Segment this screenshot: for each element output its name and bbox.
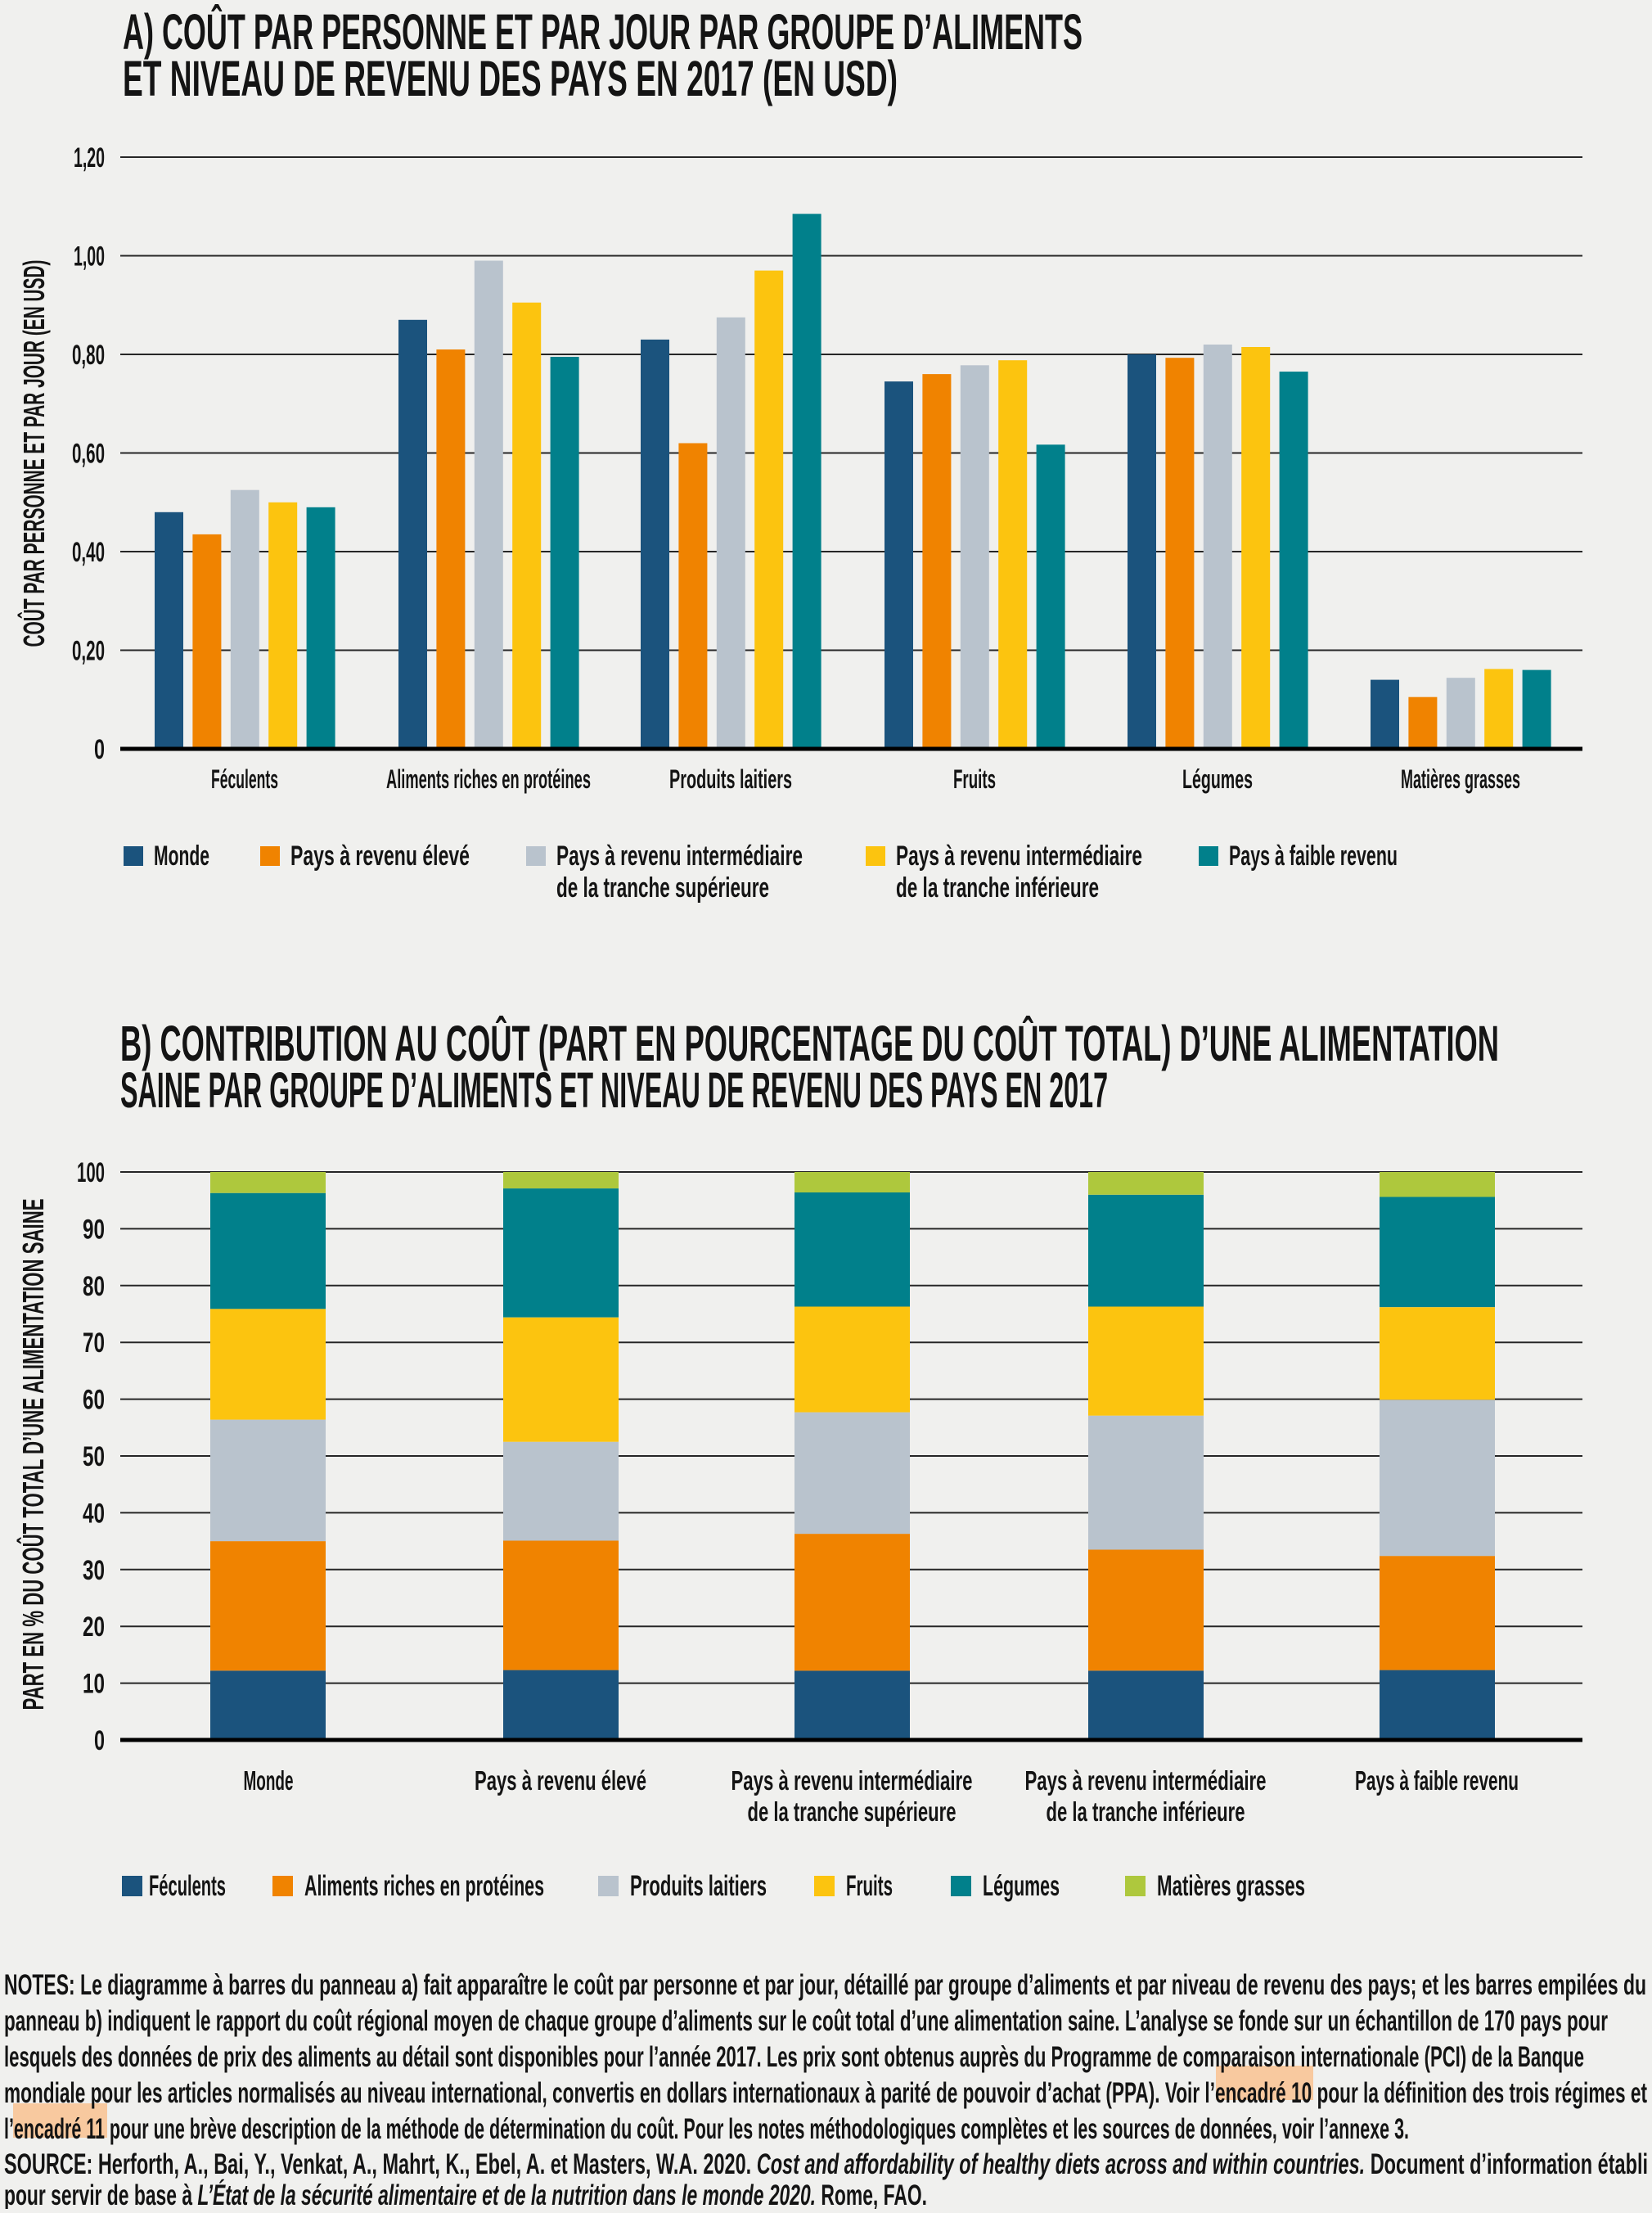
svg-text:de la tranche supérieure: de la tranche supérieure — [556, 872, 769, 904]
svg-text:de la tranche inférieure: de la tranche inférieure — [896, 872, 1099, 904]
svg-text:10: 10 — [83, 1669, 105, 1700]
svg-text:90: 90 — [83, 1214, 105, 1245]
svg-text:0: 0 — [94, 1725, 105, 1756]
svg-text:Pays à revenu intermédiaire: Pays à revenu intermédiaire — [1025, 1765, 1267, 1796]
svg-text:1,20: 1,20 — [74, 142, 105, 174]
svg-text:Fruits: Fruits — [846, 1870, 893, 1902]
svg-text:0,20: 0,20 — [72, 636, 105, 667]
svg-text:SAINE PAR GROUPE D’ALIMENTS ET: SAINE PAR GROUPE D’ALIMENTS ET NIVEAU DE… — [120, 1062, 1108, 1118]
svg-text:Matières grasses: Matières grasses — [1157, 1870, 1305, 1902]
svg-text:Pays à revenu élevé: Pays à revenu élevé — [290, 841, 470, 872]
svg-text:20: 20 — [83, 1611, 105, 1643]
svg-text:Pays à revenu intermédiaire: Pays à revenu intermédiaire — [896, 841, 1142, 872]
svg-text:B) CONTRIBUTION AU COÛT (PART: B) CONTRIBUTION AU COÛT (PART EN POURCEN… — [120, 1016, 1499, 1071]
svg-text:Pays à faible revenu: Pays à faible revenu — [1355, 1765, 1519, 1796]
svg-text:A) COÛT PAR PERSONNE ET PAR JO: A) COÛT PAR PERSONNE ET PAR JOUR PAR GRO… — [123, 4, 1083, 60]
svg-text:50: 50 — [83, 1441, 105, 1472]
svg-text:mondiale pour les articles nor: mondiale pour les articles normalisés au… — [4, 2077, 1647, 2109]
svg-text:COÛT PAR PERSONNE ET PAR JOUR: COÛT PAR PERSONNE ET PAR JOUR (EN USD) — [16, 260, 51, 647]
svg-text:40: 40 — [83, 1498, 105, 1529]
svg-text:Monde: Monde — [154, 841, 209, 872]
svg-text:de la tranche inférieure: de la tranche inférieure — [1047, 1796, 1245, 1827]
svg-text:Pays à revenu élevé: Pays à revenu élevé — [475, 1765, 646, 1796]
svg-text:70: 70 — [83, 1327, 105, 1359]
svg-text:SOURCE: Herforth, A., Bai, Y.,: SOURCE: Herforth, A., Bai, Y., Venkat, A… — [4, 2148, 1648, 2180]
svg-text:Féculents: Féculents — [211, 764, 278, 794]
svg-text:NOTES: Le diagramme à barres d: NOTES: Le diagramme à barres du panneau … — [4, 1969, 1646, 2001]
svg-text:Pays à revenu intermédiaire: Pays à revenu intermédiaire — [731, 1765, 973, 1796]
svg-text:panneau b) indiquent le rappor: panneau b) indiquent le rapport du coût … — [4, 2005, 1608, 2037]
svg-text:PART EN % DU COÛT TOTAL D’UNE: PART EN % DU COÛT TOTAL D’UNE ALIMENTATI… — [16, 1199, 50, 1710]
svg-text:de la tranche supérieure: de la tranche supérieure — [748, 1796, 957, 1827]
svg-text:30: 30 — [83, 1555, 105, 1586]
svg-text:0,40: 0,40 — [72, 537, 105, 568]
svg-text:Pays à faible revenu: Pays à faible revenu — [1229, 841, 1398, 872]
svg-text:80: 80 — [83, 1271, 105, 1302]
svg-text:Matières grasses: Matières grasses — [1401, 764, 1520, 794]
svg-text:Produits laitiers: Produits laitiers — [630, 1870, 767, 1902]
svg-text:Légumes: Légumes — [983, 1870, 1060, 1902]
svg-text:l’encadré 11 pour une brève de: l’encadré 11 pour une brève description … — [4, 2113, 1409, 2145]
svg-text:60: 60 — [83, 1385, 105, 1416]
svg-text:0,60: 0,60 — [72, 439, 105, 470]
svg-text:Aliments riches en protéines: Aliments riches en protéines — [386, 764, 591, 794]
svg-text:0: 0 — [94, 734, 105, 765]
svg-text:1,00: 1,00 — [74, 241, 105, 273]
svg-text:lesquels des données de prix d: lesquels des données de prix des aliment… — [4, 2041, 1584, 2073]
svg-text:Fruits: Fruits — [953, 764, 996, 794]
svg-text:0,80: 0,80 — [72, 340, 105, 371]
svg-text:Monde: Monde — [244, 1765, 294, 1796]
svg-text:pour servir de base à L’État d: pour servir de base à L’État de la sécur… — [4, 2179, 927, 2209]
svg-text:ET NIVEAU DE REVENU DES PAYS E: ET NIVEAU DE REVENU DES PAYS EN 2017 (EN… — [123, 51, 898, 106]
svg-text:Aliments riches en protéines: Aliments riches en protéines — [304, 1870, 544, 1902]
svg-text:Légumes: Légumes — [1182, 764, 1253, 794]
svg-text:Féculents: Féculents — [149, 1870, 226, 1902]
svg-text:100: 100 — [77, 1157, 105, 1188]
svg-text:Produits laitiers: Produits laitiers — [669, 764, 792, 794]
svg-text:Pays à revenu intermédiaire: Pays à revenu intermédiaire — [556, 841, 803, 872]
